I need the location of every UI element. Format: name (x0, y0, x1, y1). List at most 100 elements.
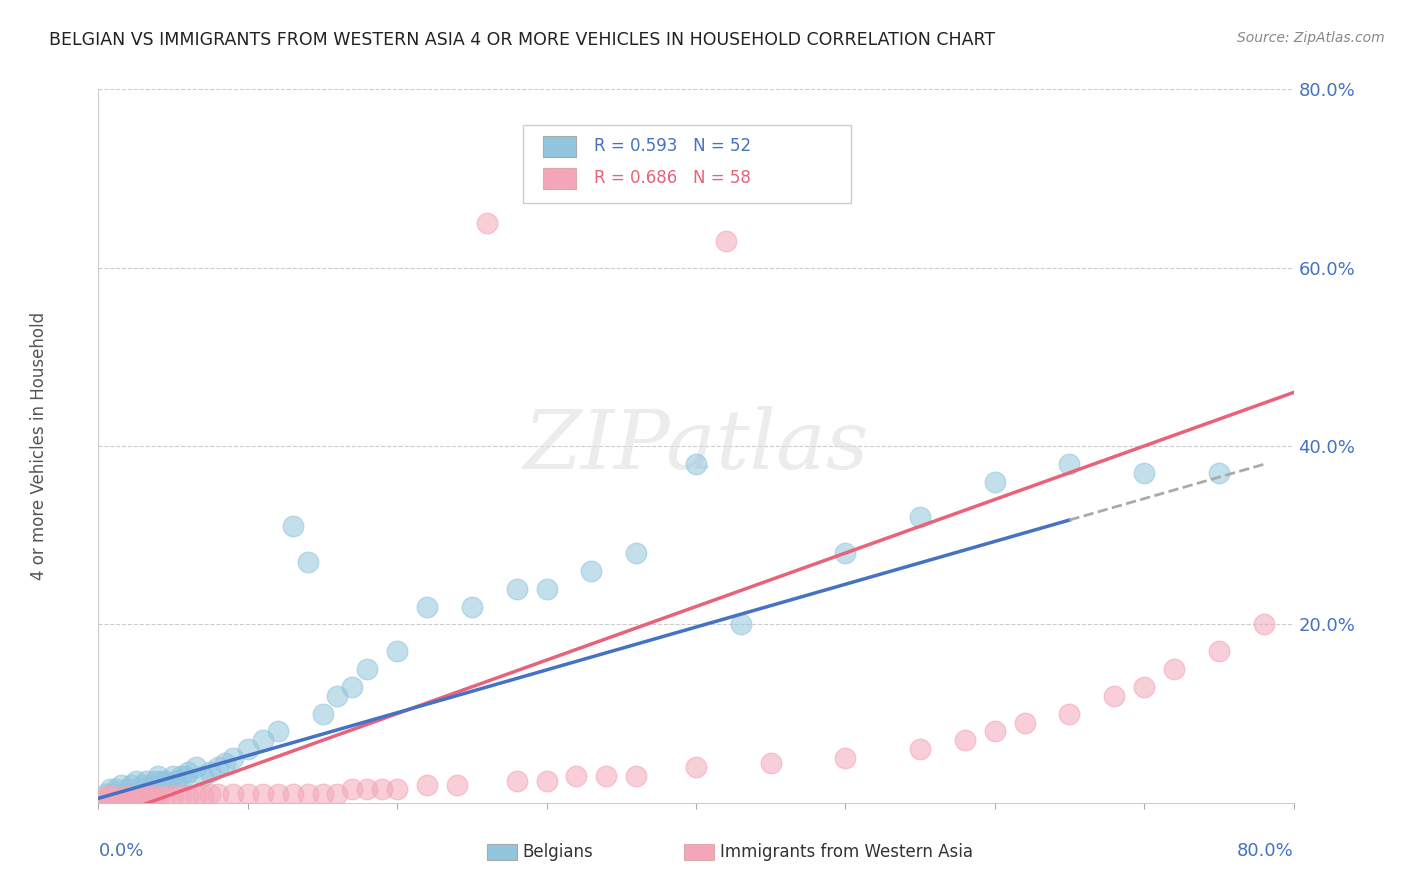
Point (356, 782, 378, 797)
Point (105, 782, 128, 797)
Bar (543, 168, 576, 189)
Point (730, 617, 752, 632)
Point (416, 778, 439, 792)
Point (150, 773, 173, 788)
Point (326, 689, 349, 703)
Point (1208, 466, 1230, 480)
Point (311, 787, 333, 801)
Point (169, 788, 191, 802)
Point (506, 582, 529, 596)
Point (834, 751, 856, 765)
Point (1133, 680, 1156, 694)
Point (1059, 706, 1081, 721)
Point (506, 773, 529, 788)
Point (371, 782, 394, 797)
Point (595, 769, 617, 783)
Point (714, 234, 737, 248)
Point (103, 789, 125, 803)
Text: Source: ZipAtlas.com: Source: ZipAtlas.com (1237, 31, 1385, 45)
Bar (543, 136, 576, 157)
Point (129, 789, 152, 803)
Point (356, 662, 378, 676)
Point (1133, 466, 1156, 480)
Point (125, 773, 148, 788)
Point (110, 790, 132, 805)
Point (110, 778, 132, 792)
Point (98, 782, 122, 797)
Point (94, 787, 117, 801)
Point (1014, 715, 1036, 730)
Point (236, 742, 259, 756)
Point (385, 782, 409, 797)
Point (200, 764, 222, 779)
Point (908, 510, 931, 524)
Point (311, 706, 333, 721)
Point (114, 791, 136, 805)
Point (177, 789, 200, 803)
Point (98, 791, 122, 805)
Point (984, 475, 1007, 489)
Point (1059, 457, 1081, 471)
Point (162, 789, 184, 803)
Point (267, 787, 290, 801)
Text: 4 or more Vehicles in Household: 4 or more Vehicles in Household (30, 312, 48, 580)
Point (155, 789, 177, 803)
Point (207, 787, 229, 801)
Bar (486, 844, 517, 860)
Point (461, 599, 484, 614)
Point (200, 787, 222, 801)
Text: R = 0.686   N = 58: R = 0.686 N = 58 (595, 169, 751, 187)
Point (1104, 689, 1126, 703)
Text: 80.0%: 80.0% (1237, 842, 1294, 860)
Point (908, 742, 931, 756)
Point (169, 769, 191, 783)
Point (117, 782, 139, 797)
Point (252, 733, 274, 747)
Point (297, 555, 319, 569)
Point (759, 756, 782, 770)
Point (129, 782, 152, 797)
Point (953, 733, 976, 747)
Point (536, 773, 558, 788)
Point (103, 787, 125, 801)
Point (96, 789, 118, 803)
Point (191, 769, 214, 783)
Point (342, 782, 364, 797)
Point (143, 789, 166, 803)
Point (207, 760, 229, 774)
Point (155, 773, 177, 788)
Point (114, 787, 136, 801)
Point (143, 773, 166, 788)
Point (281, 519, 304, 533)
Point (1208, 644, 1230, 658)
Point (148, 769, 170, 783)
FancyBboxPatch shape (523, 125, 852, 203)
Point (177, 764, 200, 779)
Text: Belgians: Belgians (523, 843, 593, 861)
Point (297, 787, 319, 801)
Point (132, 789, 155, 804)
Point (626, 769, 648, 783)
Text: 0.0%: 0.0% (98, 842, 143, 860)
Point (281, 787, 304, 801)
Point (685, 760, 707, 774)
Point (222, 751, 245, 765)
Point (222, 787, 245, 801)
Text: ZIPatlas: ZIPatlas (523, 406, 869, 486)
Point (446, 778, 468, 792)
Text: R = 0.593   N = 52: R = 0.593 N = 52 (595, 137, 752, 155)
Point (139, 778, 162, 792)
Point (165, 773, 187, 788)
Point (135, 773, 157, 788)
Point (132, 778, 155, 792)
Point (326, 787, 349, 801)
Point (267, 724, 290, 739)
Point (184, 760, 207, 774)
Point (162, 769, 184, 783)
Point (984, 724, 1007, 739)
Point (1163, 662, 1185, 676)
Point (834, 546, 856, 560)
Point (93, 791, 115, 805)
Point (475, 216, 498, 230)
Point (536, 582, 558, 596)
